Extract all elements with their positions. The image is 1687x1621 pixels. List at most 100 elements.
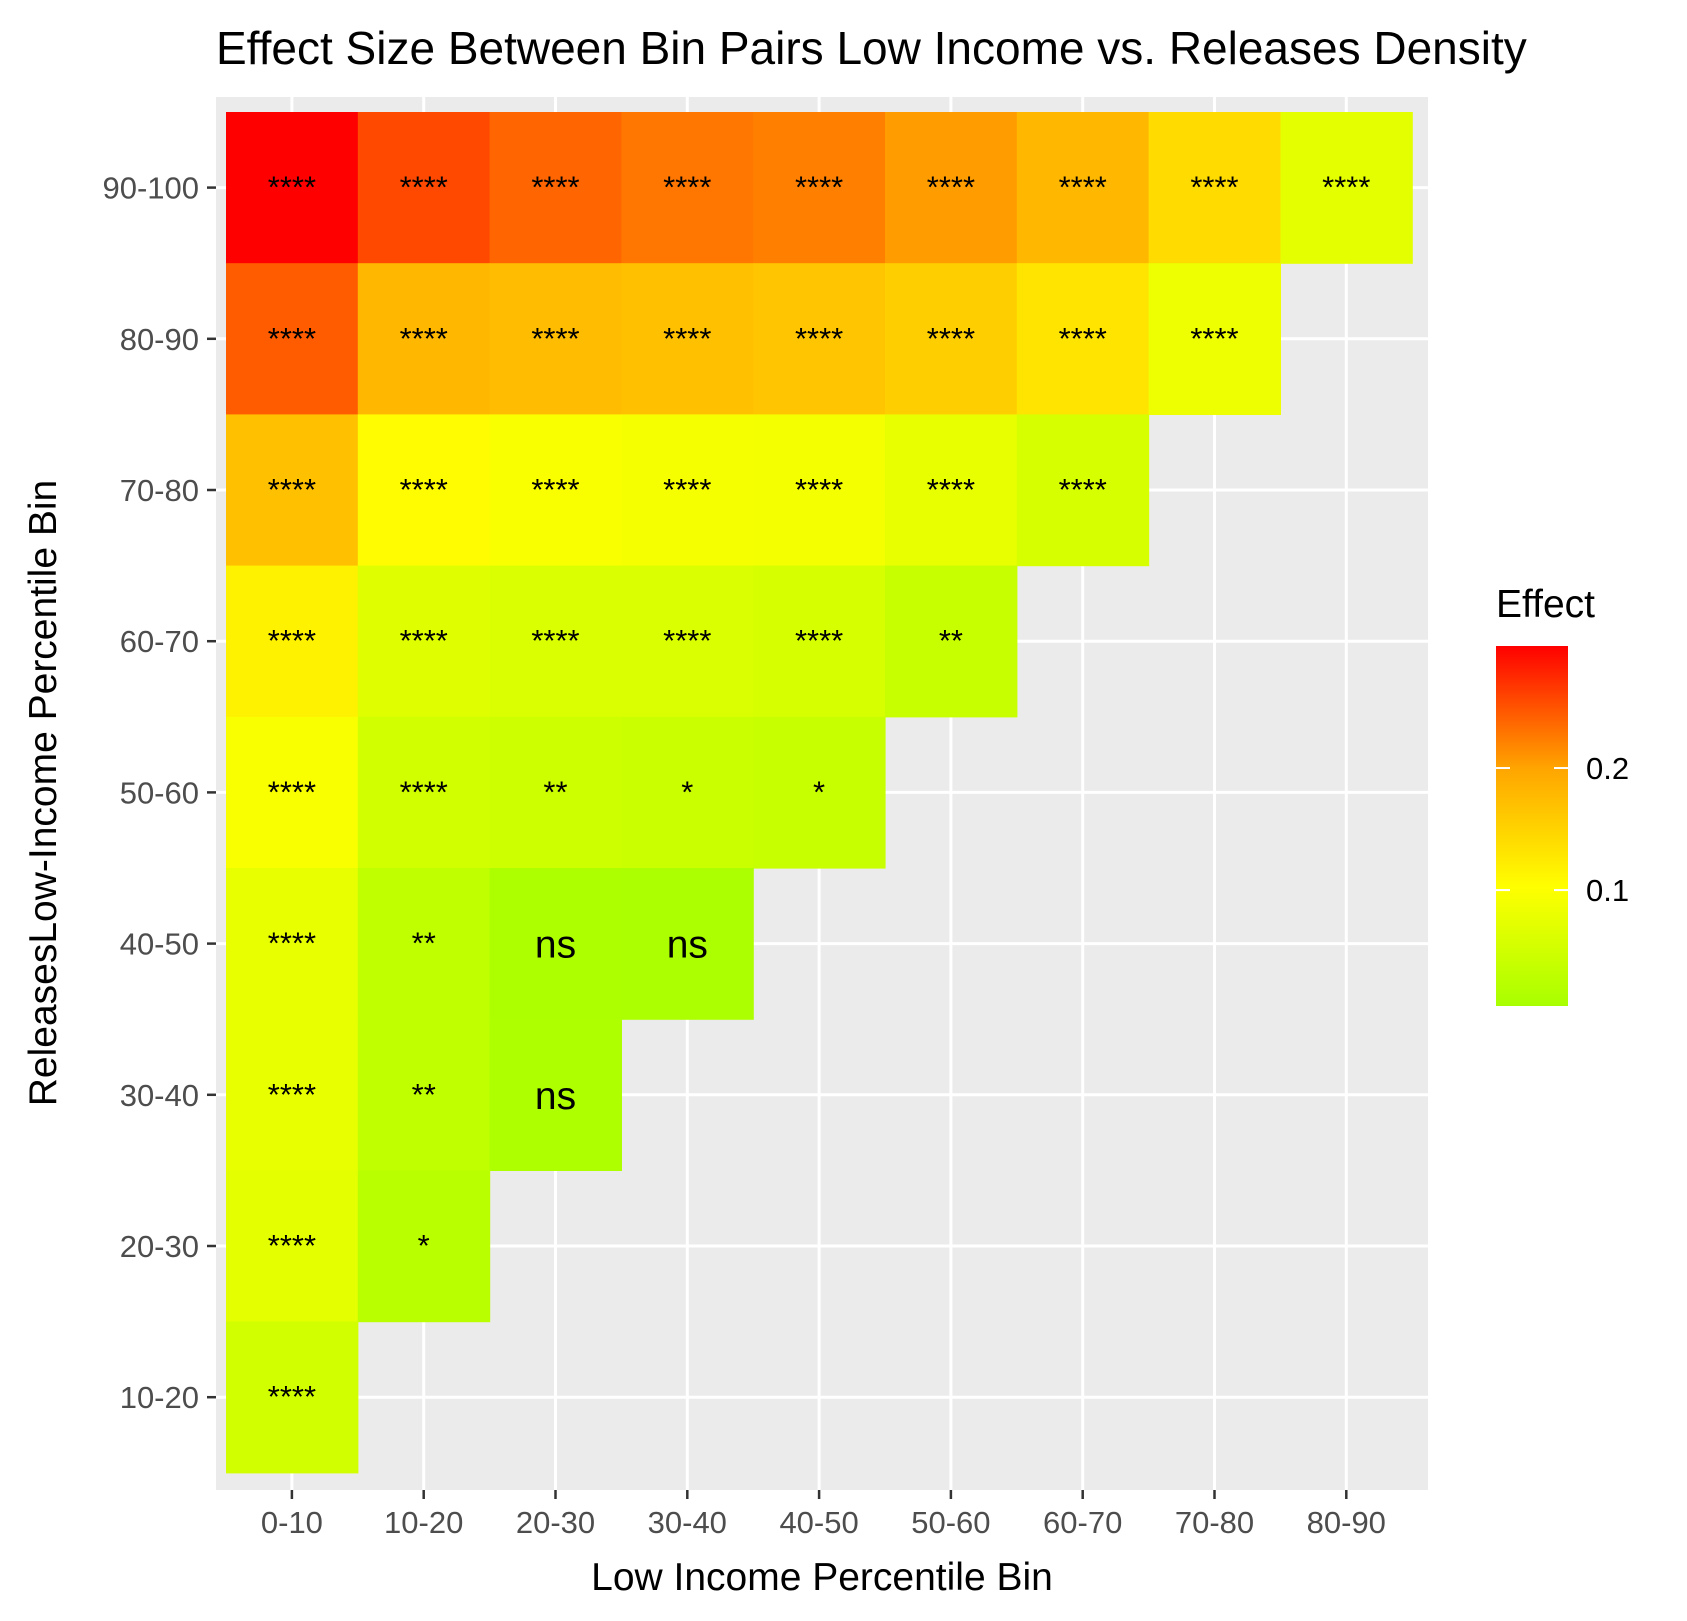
heatmap-cell bbox=[753, 565, 886, 718]
heatmap-cell bbox=[1280, 112, 1413, 264]
heatmap-cell bbox=[357, 565, 491, 718]
chart-title: Effect Size Between Bin Pairs Low Income… bbox=[216, 22, 1527, 74]
x-tick-label: 50-60 bbox=[911, 1505, 990, 1540]
x-tick-label: 70-80 bbox=[1175, 1505, 1254, 1540]
cell-significance-label: **** bbox=[795, 321, 843, 356]
legend: Effect 0.1 0.2 bbox=[1496, 583, 1629, 1006]
heatmap-cell bbox=[885, 565, 1018, 718]
cell-significance-label: **** bbox=[268, 774, 316, 809]
y-tick-label: 70-80 bbox=[120, 473, 199, 508]
heatmap-cell bbox=[753, 263, 886, 415]
heatmap-cell bbox=[226, 716, 359, 869]
heatmap-cell bbox=[885, 414, 1018, 567]
y-tick-label: 30-40 bbox=[120, 1078, 199, 1113]
cell-significance-label: * bbox=[813, 774, 825, 809]
cell-significance-label: ns bbox=[667, 924, 708, 967]
cell-significance-label: **** bbox=[531, 623, 579, 658]
cell-significance-label: **** bbox=[795, 623, 843, 658]
cell-significance-label: **** bbox=[268, 472, 316, 507]
heatmap-cell bbox=[885, 112, 1018, 264]
heatmap-cell bbox=[489, 1019, 622, 1171]
heatmap-cell bbox=[1148, 112, 1281, 264]
cell-significance-label: **** bbox=[1059, 170, 1107, 205]
cell-significance-label: **** bbox=[663, 472, 711, 507]
heatmap-cell bbox=[621, 263, 754, 415]
cell-significance-label: ** bbox=[939, 623, 963, 658]
cell-significance-label: **** bbox=[663, 170, 711, 205]
heatmap-cell bbox=[357, 263, 491, 415]
cell-significance-label: **** bbox=[531, 170, 579, 205]
heatmap-cell bbox=[226, 1019, 359, 1171]
cell-significance-label: ** bbox=[412, 926, 436, 961]
legend-colorbar bbox=[1496, 646, 1568, 1006]
x-tick-label: 60-70 bbox=[1043, 1505, 1122, 1540]
cell-significance-label: * bbox=[418, 1228, 430, 1263]
heatmap-cell bbox=[489, 716, 622, 869]
cell-significance-label: **** bbox=[531, 472, 579, 507]
cell-significance-label: **** bbox=[1059, 472, 1107, 507]
heatmap-cell bbox=[226, 868, 359, 1020]
significance-labels: **** **** **** **** **** **** **** **** ********… bbox=[268, 170, 1371, 1415]
cell-significance-label: **** bbox=[927, 321, 975, 356]
heatmap-cell bbox=[489, 414, 622, 567]
heatmap-cell bbox=[489, 263, 622, 415]
cell-significance-label: **** bbox=[927, 170, 975, 205]
heatmap-cell bbox=[357, 1170, 491, 1323]
cell-significance-label: **** bbox=[795, 170, 843, 205]
heatmap-cell bbox=[489, 565, 622, 718]
cell-significance-label: **** bbox=[268, 623, 316, 658]
cell-significance-label: **** bbox=[400, 170, 448, 205]
x-tick-label: 0-10 bbox=[261, 1505, 323, 1540]
x-tick-label: 80-90 bbox=[1307, 1505, 1386, 1540]
x-axis: 0-10 10-20 20-30 30-40 40-50 50-60 60-70 70-80 8… bbox=[261, 1490, 1386, 1540]
cell-significance-label: **** bbox=[927, 472, 975, 507]
legend-tick-label: 0.1 bbox=[1586, 873, 1629, 908]
heatmap-cell bbox=[1016, 414, 1150, 567]
cell-significance-label: **** bbox=[268, 1077, 316, 1112]
x-tick-label: 10-20 bbox=[384, 1505, 463, 1540]
cell-significance-label: **** bbox=[1190, 170, 1238, 205]
cell-significance-label: ns bbox=[535, 924, 576, 967]
heatmap-cell bbox=[621, 565, 754, 718]
heatmap-cells bbox=[226, 112, 1413, 1474]
heatmap-cell bbox=[1016, 112, 1150, 264]
cell-significance-label: **** bbox=[663, 623, 711, 658]
x-tick-label: 30-40 bbox=[648, 1505, 727, 1540]
heatmap-cell bbox=[226, 1321, 359, 1474]
heatmap-cell bbox=[226, 414, 359, 567]
heatmap-cell bbox=[753, 112, 886, 264]
cell-significance-label: ** bbox=[543, 774, 567, 809]
heatmap-cell bbox=[357, 1019, 491, 1171]
cell-significance-label: **** bbox=[1322, 170, 1370, 205]
legend-ticks: 0.1 0.2 bbox=[1496, 751, 1629, 908]
heatmap-cell bbox=[1148, 263, 1281, 415]
heatmap-cell bbox=[357, 716, 491, 869]
x-axis-title: Low Income Percentile Bin bbox=[591, 1556, 1053, 1599]
heatmap-cell bbox=[226, 263, 359, 415]
heatmap-cell bbox=[226, 112, 359, 264]
cell-significance-label: **** bbox=[268, 1228, 316, 1263]
cell-significance-label: **** bbox=[1190, 321, 1238, 356]
cell-significance-label: **** bbox=[400, 321, 448, 356]
heatmap-cell bbox=[621, 868, 754, 1020]
heatmap-cell bbox=[1016, 263, 1150, 415]
cell-significance-label: **** bbox=[268, 321, 316, 356]
x-tick-label: 40-50 bbox=[779, 1505, 858, 1540]
heatmap-cell bbox=[226, 565, 359, 718]
cell-significance-label: **** bbox=[268, 926, 316, 961]
heatmap-cell bbox=[621, 716, 754, 869]
cell-significance-label: **** bbox=[1059, 321, 1107, 356]
y-tick-label: 40-50 bbox=[120, 927, 199, 962]
heatmap-cell bbox=[357, 112, 491, 264]
y-tick-label: 50-60 bbox=[120, 775, 199, 810]
y-tick-label: 60-70 bbox=[120, 624, 199, 659]
heatmap-cell bbox=[621, 112, 754, 264]
cell-significance-label: **** bbox=[268, 170, 316, 205]
y-tick-label: 20-30 bbox=[120, 1229, 199, 1264]
cell-significance-label: ns bbox=[535, 1075, 576, 1118]
cell-significance-label: ** bbox=[412, 1077, 436, 1112]
y-axis-title: ReleasesLow-Income Percentile Bin bbox=[22, 480, 65, 1106]
cell-significance-label: **** bbox=[400, 774, 448, 809]
cell-significance-label: **** bbox=[400, 623, 448, 658]
